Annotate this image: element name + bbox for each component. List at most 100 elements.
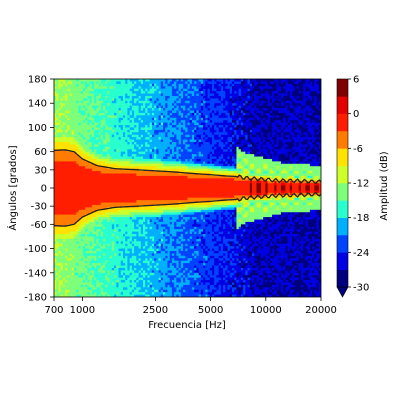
heatmap-cell [154, 185, 157, 189]
heatmap-cell [98, 88, 102, 92]
heatmap-cell [56, 175, 59, 179]
heatmap-cell [85, 219, 88, 223]
heatmap-cell [125, 280, 128, 283]
heatmap-cell [76, 221, 79, 225]
heatmap-cell [169, 158, 173, 162]
heatmap-cell [167, 175, 171, 179]
heatmap-cell [69, 263, 73, 266]
heatmap-cell [65, 202, 68, 206]
heatmap-cell [149, 234, 153, 237]
heatmap-cell [151, 190, 155, 194]
heatmap-cell [98, 91, 102, 94]
heatmap-cell [71, 202, 75, 206]
heatmap-cell [76, 275, 79, 279]
heatmap-cell [129, 151, 133, 155]
heatmap-cell [149, 226, 153, 230]
heatmap-cell [165, 178, 168, 182]
heatmap-cell [91, 112, 95, 116]
heatmap-cell [76, 180, 79, 184]
heatmap-cell [102, 270, 106, 274]
heatmap-cell [105, 219, 108, 223]
heatmap-cell [94, 192, 97, 196]
heatmap-cell [169, 263, 173, 266]
heatmap-cell [109, 134, 113, 138]
heatmap-cell [111, 149, 115, 153]
heatmap-cell [147, 91, 151, 94]
heatmap-cell [167, 117, 171, 121]
heatmap-cell [67, 282, 70, 286]
heatmap-cell [131, 171, 135, 174]
heatmap-cell [82, 200, 86, 203]
heatmap-cell [167, 258, 171, 262]
heatmap-cell [54, 108, 57, 111]
heatmap-cell [118, 151, 122, 155]
heatmap-cell [74, 267, 77, 271]
heatmap-cell [69, 282, 73, 286]
heatmap-cell [109, 192, 113, 196]
heatmap-cell [56, 292, 59, 295]
heatmap-cell [109, 175, 113, 179]
heatmap-cell [118, 168, 122, 172]
heatmap-cell [100, 156, 104, 160]
heatmap-cell [122, 272, 126, 276]
heatmap-cell [89, 125, 93, 128]
heatmap-cell [171, 115, 175, 119]
heatmap-cell [163, 163, 166, 167]
heatmap-cell [65, 192, 68, 196]
heatmap-cell [136, 185, 139, 189]
heatmap-cell [58, 129, 62, 133]
heatmap-cell [143, 188, 146, 191]
heatmap-cell [120, 253, 124, 257]
heatmap-cell [80, 243, 84, 247]
heatmap-cell [89, 115, 93, 119]
heatmap-cell [94, 100, 97, 104]
heatmap-cell [87, 241, 91, 245]
heatmap-cell [167, 122, 171, 126]
heatmap-cell [60, 180, 64, 184]
heatmap-cell [147, 200, 151, 203]
heatmap-cell [129, 115, 133, 119]
heatmap-cell [171, 219, 175, 223]
heatmap-cell [67, 188, 70, 191]
heatmap-cell [122, 221, 126, 225]
heatmap-cell [149, 243, 153, 247]
heatmap-cell [67, 154, 70, 157]
heatmap-cell [54, 255, 57, 259]
heatmap-cell [98, 98, 102, 102]
heatmap-cell [138, 100, 142, 104]
heatmap-cell [111, 226, 115, 230]
heatmap-cell [165, 190, 168, 194]
heatmap-cell [125, 83, 128, 87]
heatmap-cell [56, 171, 59, 174]
heatmap-cell [138, 110, 142, 114]
heatmap-cell [136, 284, 139, 288]
heatmap-cell [111, 217, 115, 220]
heatmap-cell [156, 255, 159, 259]
heatmap-cell [151, 284, 155, 288]
heatmap-cell [127, 175, 131, 179]
heatmap-cell [145, 231, 148, 235]
heatmap-cell [149, 253, 153, 257]
heatmap-cell [138, 197, 142, 201]
heatmap-cell [163, 250, 166, 254]
heatmap-cell [127, 289, 131, 293]
heatmap-cell [165, 144, 168, 148]
heatmap-cell [120, 265, 124, 269]
heatmap-cell [60, 98, 64, 102]
heatmap-cell [60, 292, 64, 295]
heatmap-cell [167, 243, 171, 247]
heatmap-cell [60, 112, 64, 116]
heatmap-cell [156, 224, 159, 228]
heatmap-cell [174, 212, 177, 216]
heatmap-cell [65, 171, 68, 174]
heatmap-cell [149, 132, 153, 136]
heatmap-cell [58, 280, 62, 283]
heatmap-cell [131, 229, 135, 232]
heatmap-cell [134, 272, 137, 276]
heatmap-cell [160, 267, 164, 271]
heatmap-cell [158, 280, 162, 283]
heatmap-cell [74, 241, 77, 245]
heatmap-cell [107, 280, 111, 283]
heatmap-cell [62, 120, 66, 123]
heatmap-cell [122, 144, 126, 148]
